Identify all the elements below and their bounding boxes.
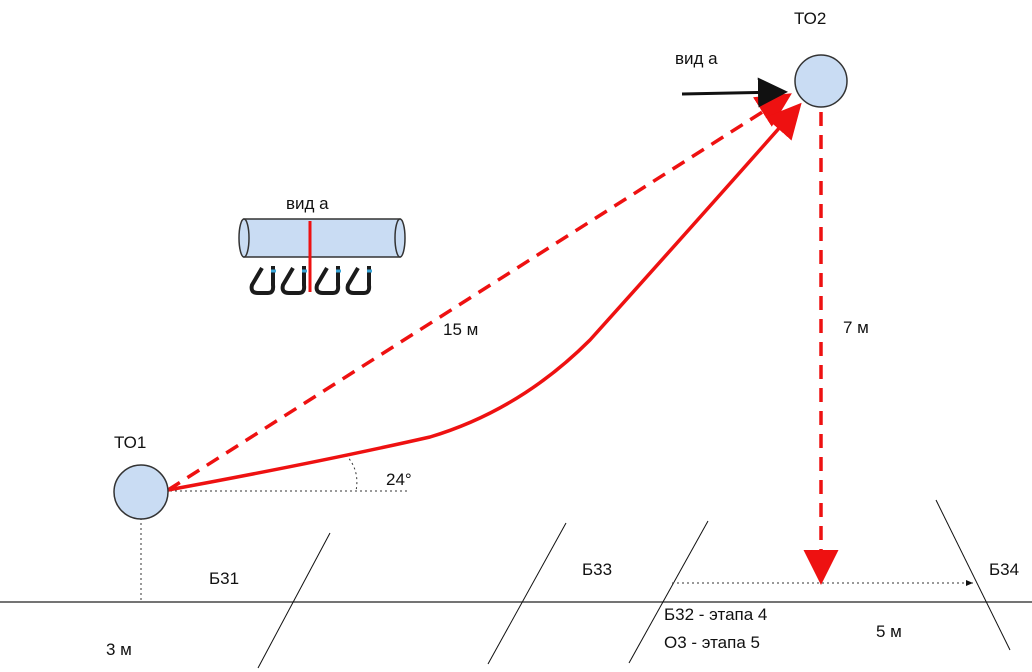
zone-boundary-3 [628,520,709,664]
label-dist-15: 15 м [443,320,478,339]
label-dist-7: 7 м [843,318,869,337]
label-bz3: Б33 [582,560,612,579]
label-view-a-top: вид а [675,49,718,68]
zone-boundary-2 [487,522,567,665]
label-bz1: Б31 [209,569,239,588]
label-bz2-stage: Б32 - этапа 4 [664,605,767,624]
carabiner-icon [249,266,372,295]
view-a-arrow [681,77,788,108]
label-dist-5: 5 м [876,622,902,641]
label-to1: ТО1 [114,433,146,452]
rope-dashed-diagonal [167,93,792,492]
angle-arc [345,454,358,492]
pipe-crossbar-icon [238,218,406,292]
label-bz4: Б34 [989,560,1019,579]
anchor-to2-icon [794,54,848,108]
zone-boundary-4 [935,499,1011,651]
label-to2: ТО2 [794,9,826,28]
anchor-to1-icon [113,464,169,520]
label-angle: 24° [386,470,412,489]
zone-boundary-1 [257,532,331,669]
label-oz-stage: О3 - этапа 5 [664,633,760,652]
label-view-a-detail: вид а [286,194,329,213]
label-dist-3: 3 м [106,640,132,659]
rope-solid-curve [167,102,802,492]
